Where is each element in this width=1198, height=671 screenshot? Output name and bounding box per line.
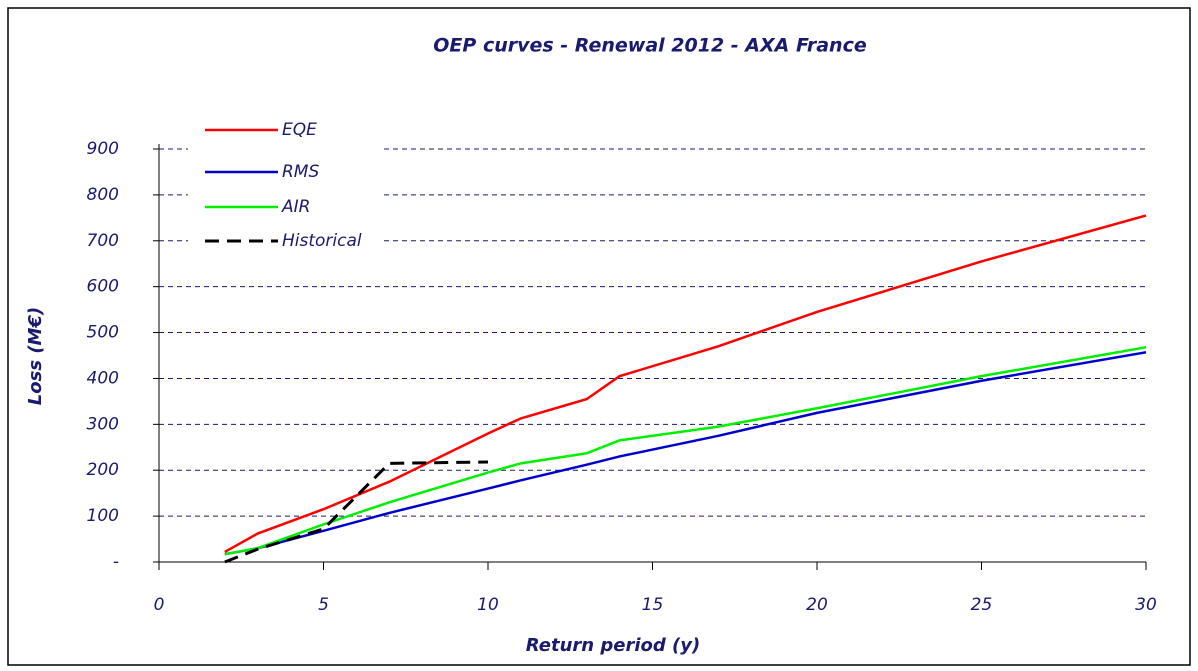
x-tick-label: 15 (642, 595, 664, 615)
x-tick-label: 25 (971, 595, 993, 615)
chart-border (7, 7, 1191, 666)
y-tick-label: 700 (87, 231, 119, 251)
y-tick-label: 900 (87, 139, 119, 159)
legend-label: AIR (281, 197, 310, 217)
x-axis-title: Return period (y) (526, 635, 700, 656)
chart-title: OEP curves - Renewal 2012 - AXA France (433, 35, 867, 57)
series-line (224, 214, 1147, 553)
y-tick-label: 200 (87, 460, 119, 480)
y-tick-label: 600 (87, 277, 119, 297)
y-tick-label: - (113, 552, 119, 572)
x-tick-label: 30 (1135, 595, 1157, 615)
legend-label: RMS (282, 162, 319, 182)
y-tick-label: 500 (87, 323, 119, 343)
y-tick-label: 400 (87, 368, 119, 388)
y-tick-label: 800 (87, 185, 119, 205)
y-tick-label: 100 (87, 506, 119, 526)
x-tick-label: 10 (477, 595, 499, 615)
legend-label: EQE (282, 120, 317, 140)
legend-box (188, 112, 380, 257)
x-tick-label: 0 (154, 595, 165, 615)
y-axis-title: Loss (M€) (25, 307, 46, 405)
series-line (224, 460, 489, 564)
legend-label: Historical (282, 231, 362, 251)
y-tick-label: 300 (87, 414, 119, 434)
x-tick-label: 20 (806, 595, 828, 615)
x-tick-label: 5 (318, 595, 329, 615)
series-line (224, 346, 1147, 556)
